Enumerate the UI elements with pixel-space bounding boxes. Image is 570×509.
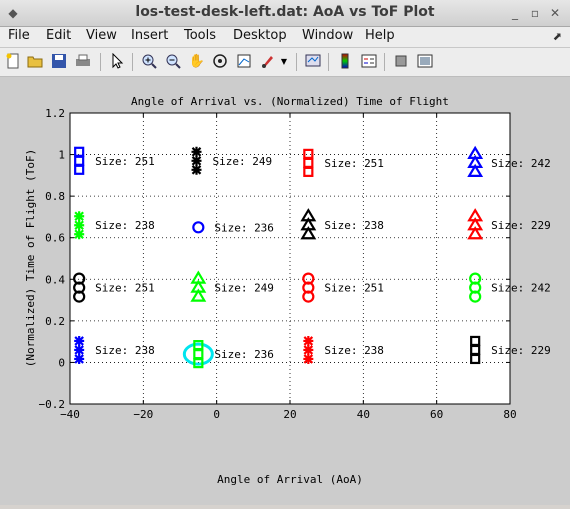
show-plot-tools-icon[interactable] xyxy=(416,52,434,70)
selected-cluster-highlight xyxy=(182,342,214,366)
y-axis-ticks: −0.2 0 0.2 0.4 0.6 0.8 1 1.2 xyxy=(39,107,510,411)
menu-insert[interactable]: Insert xyxy=(131,28,169,43)
cluster-size-label: Size: 236 xyxy=(214,221,274,234)
cluster-square-marker xyxy=(470,335,481,365)
open-file-icon[interactable] xyxy=(26,52,44,70)
cluster-circle-marker xyxy=(302,272,315,303)
cluster-star-marker xyxy=(191,146,202,175)
rotate-3d-icon[interactable] xyxy=(211,52,229,70)
toolbar-separator xyxy=(100,53,101,71)
data-cursor-icon[interactable] xyxy=(235,52,253,70)
save-icon[interactable] xyxy=(50,52,68,70)
chart-title: Angle of Arrival vs. (Normalized) Time o… xyxy=(131,95,449,108)
cluster-star-marker xyxy=(303,335,314,364)
brush-icon[interactable] xyxy=(259,52,277,70)
brush-dropdown-icon[interactable]: ▼ xyxy=(280,56,288,66)
cluster-size-label: Size: 238 xyxy=(324,219,384,232)
toolbar-separator xyxy=(296,53,297,71)
cluster-size-label: Size: 249 xyxy=(214,282,274,295)
menu-bar: File Edit View Insert Tools Desktop Wind… xyxy=(0,27,570,47)
close-icon[interactable]: ✕ xyxy=(549,6,561,20)
y-tick-label: 0.2 xyxy=(45,315,65,328)
cluster-size-label: Size: 236 xyxy=(214,348,274,361)
menu-tools[interactable]: Tools xyxy=(184,28,217,43)
menu-help[interactable]: Help xyxy=(365,28,395,43)
hide-plot-tools-icon[interactable] xyxy=(392,52,410,70)
grid-lines xyxy=(70,113,510,404)
x-tick-label: −20 xyxy=(133,408,153,421)
cluster-size-label: Size: 251 xyxy=(324,157,384,170)
cluster-size-label: Size: 242 xyxy=(491,282,551,295)
figure-canvas[interactable]: Angle of Arrival vs. (Normalized) Time o… xyxy=(0,77,570,505)
insert-legend-icon[interactable] xyxy=(360,52,378,70)
menu-file[interactable]: File xyxy=(8,28,30,43)
cluster-triangle-marker xyxy=(467,208,484,240)
y-tick-label: 0.6 xyxy=(45,232,65,245)
x-tick-label: 0 xyxy=(213,408,220,421)
cluster-triangle-marker xyxy=(190,270,207,302)
toolbar-separator xyxy=(132,53,133,71)
x-tick-label: −40 xyxy=(60,408,80,421)
y-tick-label: 0.4 xyxy=(45,273,65,286)
cluster-size-label: Size: 251 xyxy=(95,282,155,295)
x-tick-label: 40 xyxy=(357,408,370,421)
figure-toolbar: ✋ ▼ xyxy=(0,48,570,77)
menu-edit[interactable]: Edit xyxy=(46,28,72,43)
x-tick-label: 60 xyxy=(430,408,443,421)
cluster-circle-marker xyxy=(73,272,86,303)
cluster-size-label: Size: 242 xyxy=(491,157,551,170)
y-tick-label: 1.2 xyxy=(45,107,65,120)
window-menu-icon[interactable]: ◆ xyxy=(8,6,18,20)
title-bar[interactable]: los-test-desk-left.dat: AoA vs ToF Plot … xyxy=(0,0,570,27)
print-icon[interactable] xyxy=(74,52,92,70)
select-arrow-icon[interactable] xyxy=(108,52,126,70)
cluster-square-marker xyxy=(74,146,85,175)
link-plot-icon[interactable] xyxy=(304,52,322,70)
cluster-size-label: Size: 238 xyxy=(95,219,155,232)
new-figure-icon[interactable] xyxy=(4,52,22,70)
window-title: los-test-desk-left.dat: AoA vs ToF Plot xyxy=(135,4,435,20)
cluster-size-label: Size: 251 xyxy=(95,155,155,168)
y-tick-label: −0.2 xyxy=(39,398,66,411)
y-tick-label: 0.8 xyxy=(45,190,65,203)
x-axis-ticks: −40 −20 0 20 40 60 80 xyxy=(60,113,517,421)
maximize-icon[interactable]: ▫ xyxy=(530,6,540,20)
x-axis-label: Angle of Arrival (AoA) xyxy=(217,473,363,486)
y-tick-label: 0 xyxy=(58,356,65,369)
toolbar-separator xyxy=(384,53,385,71)
menu-desktop[interactable]: Desktop xyxy=(233,28,287,43)
zoom-out-icon[interactable] xyxy=(164,52,182,70)
menu-view[interactable]: View xyxy=(86,28,117,43)
x-tick-label: 20 xyxy=(283,408,296,421)
data-clusters: Size: 251 Size: 249 Size: 251 Size: 242 Size… xyxy=(73,145,551,369)
dock-arrow-icon[interactable]: ⬈ xyxy=(552,30,562,43)
cluster-square-marker xyxy=(182,340,214,369)
cluster-circle-marker xyxy=(469,272,482,303)
cluster-size-label: Size: 229 xyxy=(491,344,551,357)
scatter-plot[interactable]: Angle of Arrival vs. (Normalized) Time o… xyxy=(0,77,570,505)
cluster-circle-marker xyxy=(192,221,205,234)
cluster-triangle-marker xyxy=(467,145,484,177)
x-tick-label: 80 xyxy=(503,408,516,421)
insert-colorbar-icon[interactable] xyxy=(336,52,354,70)
pan-hand-icon[interactable]: ✋ xyxy=(188,53,206,69)
cluster-triangle-marker xyxy=(300,208,317,240)
cluster-star-marker xyxy=(74,211,85,240)
cluster-size-label: Size: 238 xyxy=(324,344,384,357)
y-tick-label: 1 xyxy=(58,149,65,162)
cluster-square-marker xyxy=(303,148,314,177)
toolbar-separator xyxy=(328,53,329,71)
cluster-size-label: Size: 251 xyxy=(324,282,384,295)
cluster-size-label: Size: 249 xyxy=(213,155,273,168)
zoom-in-icon[interactable] xyxy=(140,52,158,70)
cluster-star-marker xyxy=(74,335,85,364)
cluster-size-label: Size: 229 xyxy=(491,219,551,232)
minimize-icon[interactable]: _ xyxy=(512,6,518,20)
menu-window[interactable]: Window xyxy=(302,28,354,43)
y-axis-label: (Normalized) Time of Flight (ToF) xyxy=(24,149,37,368)
cluster-size-label: Size: 238 xyxy=(95,344,155,357)
